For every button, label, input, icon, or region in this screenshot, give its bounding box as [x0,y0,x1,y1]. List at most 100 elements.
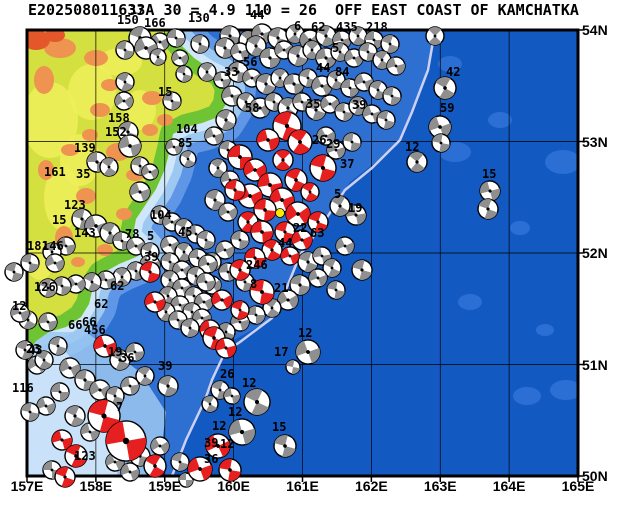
ball-label: 218 [366,20,388,34]
x-axis-label: 165E [561,478,595,494]
beachball-gray [335,236,355,256]
beachball-gray [10,303,30,323]
beachball-gray [99,157,119,177]
ball-label: 39 [352,98,366,112]
ball-label: 15 [158,85,172,99]
x-axis-label: 158E [79,478,113,494]
beachball-gray [50,382,70,402]
beachball-gray [230,42,250,62]
ball-label: 12 [405,140,419,154]
x-axis-label: 161E [286,478,319,494]
ball-label: 37 [340,157,354,171]
beachball-gray [380,34,400,54]
beachball-red [287,129,313,155]
beachball-gray [166,28,186,48]
ball-label: 35 [306,97,320,111]
ball-label: 43 [28,343,42,357]
ball-label: 39 [158,359,172,373]
beachball-gray [114,91,134,111]
ball-label: 56 [243,55,257,69]
ball-label: 19 [348,201,362,215]
ball-label: 17 [274,345,288,359]
ball-label: 66 [68,318,82,332]
ball-label: 23 [26,342,40,356]
beachball-red [249,279,275,305]
ball-label: 12 [242,376,256,390]
beachball-red [187,456,213,482]
ball-label: 123 [74,449,96,463]
beachball-gray [213,71,231,89]
ball-label: 44 [316,61,330,75]
beachball-red [250,220,274,244]
beachball-gray [160,235,180,255]
ball-label: 21 [274,281,288,295]
ball-label: 158 [108,111,130,125]
beachball-red [229,259,251,281]
beachball-red [218,458,242,482]
ball-label: 15 [272,420,286,434]
beachball-gray [48,336,68,356]
ball-label: 435 [336,20,358,34]
ball-label: 26 [220,367,234,381]
epicenter-marker [275,208,285,218]
beachball-gray [135,366,155,386]
beachball-red [144,291,166,313]
ball-label: 12 [220,437,234,451]
y-axis-label: 53N [582,133,608,150]
ball-label: 15 [52,213,66,227]
beachball-gray [477,198,499,220]
beachball-red [64,444,88,468]
beachball-gray [223,387,241,405]
ball-label: 17 [130,3,144,17]
beachball-gray [285,359,301,375]
y-axis-label: 50N [582,468,608,484]
ball-label: 63 [310,226,324,240]
x-axis-label: 160E [217,478,250,494]
beachball-gray [289,274,311,296]
beachball-red [215,337,237,359]
beachball-gray [180,318,200,338]
beachball-gray [406,151,428,173]
beachball-gray [36,396,56,416]
beachball-red [300,182,320,202]
beachball-gray [326,280,346,300]
ball-label: 12 [12,299,26,313]
ball-label: 84 [335,65,349,79]
ball-label: 181 [27,239,49,253]
ball-label: 39 [204,436,218,450]
beachball-gray [196,272,216,292]
ball-label: 78 [125,227,139,241]
beachball-gray [215,240,235,260]
beachball-red [309,154,337,182]
ball-label: 246 [246,258,268,272]
beachball-gray [162,91,182,111]
beachballs-layer [4,23,501,488]
beachball-gray [66,274,86,294]
ball-label: 12 [212,419,226,433]
beachball-red [307,211,329,233]
ball-label: 104 [176,122,198,136]
beachball-gray [149,48,167,66]
beachball-gray [175,65,193,83]
ball-label: 62 [311,20,325,34]
beachball-gray [218,202,238,222]
beachball-gray [262,298,282,318]
beachball-gray [150,436,170,456]
beachball-gray [382,86,402,106]
beachball-red [272,149,294,171]
ball-label: 29 [326,137,340,151]
beachball-gray [125,342,145,362]
beachball-gray [230,230,250,250]
ball-label: 7 [116,400,123,414]
x-axis-label: 164E [492,478,526,494]
beachball-red [280,246,300,266]
beachball-gray [38,312,58,332]
ball-label: 36 [204,452,218,466]
ball-label: 12 [228,405,242,419]
beachball-red [284,168,308,192]
beachball-red [230,300,250,320]
beachball-gray [228,418,256,446]
beachball-gray [120,462,140,482]
beachball-gray [386,56,406,76]
